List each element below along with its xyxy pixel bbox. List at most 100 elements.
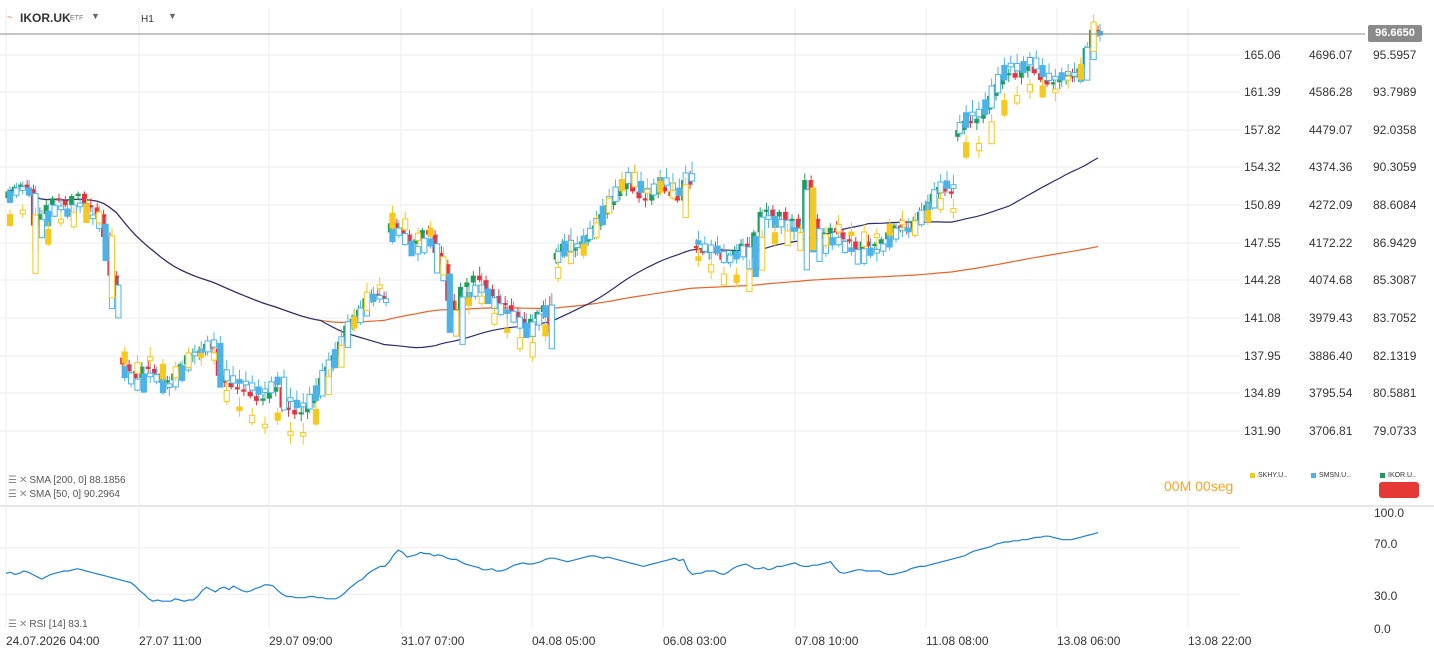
smsn-candle-body: [905, 227, 912, 233]
ikor-candle-body: [661, 186, 668, 192]
skhy-candle-body: [312, 408, 320, 425]
smsn-candle-body: [676, 187, 683, 196]
smsn-candle-body: [561, 240, 568, 257]
y-tick-label: 134.89: [1244, 386, 1281, 400]
close-icon[interactable]: ✕: [18, 619, 28, 630]
x-tick-label: 11.08 08:00: [926, 634, 989, 648]
ikor-candle-body: [406, 234, 413, 244]
settings-icon[interactable]: ☰: [8, 489, 17, 500]
smsn-candle-body: [179, 365, 186, 381]
smsn-candle-body: [918, 209, 925, 226]
smsn-candle-body: [268, 381, 275, 394]
smsn-candle-body: [217, 342, 224, 388]
y-tick-label: 90.3059: [1373, 160, 1417, 174]
ikor-candle-body: [88, 205, 94, 208]
smsn-candle-body: [408, 240, 415, 257]
skhy-candle-body: [771, 232, 779, 245]
smsn-candle-body: [472, 284, 479, 297]
skhy-candle-body: [746, 269, 753, 293]
countdown-min-unit: M: [1179, 478, 1192, 494]
ikor-candle-body: [974, 118, 980, 124]
ikor-candle-body: [649, 193, 655, 201]
smsn-candle-body: [446, 273, 453, 333]
settings-icon[interactable]: ☰: [8, 619, 17, 630]
indicator-sma50[interactable]: ☰ ✕ SMA [50, 0] 90.2964: [8, 489, 120, 500]
ikor-candle-body: [840, 232, 846, 240]
legend-ikor[interactable]: IKOR.U..: [1380, 472, 1416, 479]
ikor-candle-body: [623, 182, 629, 190]
smsn-candle-body: [695, 240, 702, 245]
ikor-candle-body: [865, 241, 872, 247]
smsn-candle-body: [816, 228, 823, 263]
smsn-candle-body: [1007, 62, 1014, 68]
y-tick-label: 3886.40: [1309, 349, 1353, 363]
smsn-candle-body: [854, 249, 861, 265]
x-tick-label: 27.07 11:00: [139, 634, 202, 648]
ikor-candle-body: [145, 366, 151, 369]
legend-label: IKOR.U..: [1388, 472, 1417, 479]
smsn-candle-body: [586, 227, 594, 240]
smsn-candle-body: [89, 214, 96, 220]
skhy-candle-body: [287, 431, 294, 436]
indicator-rsi[interactable]: ☰ ✕ RSI [14] 83.1: [8, 619, 88, 630]
skhy-candle-body: [644, 189, 651, 194]
ikor-candle-body: [1050, 82, 1056, 85]
skhy-candle-body: [669, 190, 677, 199]
skhy-candle-body: [937, 197, 944, 210]
symbol-dropdown-icon[interactable]: ▼: [91, 11, 100, 21]
symbol-mark-icon: ~: [7, 12, 13, 22]
timeframe-dropdown-icon[interactable]: ▼: [168, 11, 177, 21]
ikor-candle-body: [247, 391, 253, 397]
skhy-candle-body: [835, 224, 842, 233]
ikor-candle-body: [234, 387, 241, 390]
smsn-candle-body: [637, 180, 645, 193]
ikor-candle-body: [81, 193, 88, 206]
smsn-candle-body: [861, 248, 868, 264]
y-tick-label: 4074.68: [1309, 273, 1353, 287]
legend-swatch: [1380, 473, 1385, 478]
ikor-candle-body: [1044, 79, 1050, 85]
ikor-candle-body: [164, 380, 170, 383]
x-tick-label: 13.08 22:00: [1188, 634, 1252, 648]
skhy-candle-body: [45, 228, 52, 245]
smsn-candle-body: [1033, 57, 1040, 70]
symbol-name[interactable]: IKOR.UK: [20, 11, 71, 25]
smsn-candle-body: [994, 74, 1002, 94]
smsn-candle-body: [790, 227, 798, 232]
y-tick-label: 95.5957: [1373, 48, 1417, 62]
ikor-candle-body: [394, 223, 400, 228]
indicator-sma200-label: SMA [200, 0] 88.1856: [29, 475, 126, 486]
smsn-candle-body: [312, 385, 320, 401]
ikor-candle-body: [62, 200, 68, 206]
ikor-candle-body: [827, 227, 833, 233]
smsn-candle-body: [395, 227, 402, 236]
y-tick-label: 137.95: [1244, 349, 1281, 363]
rsi-tick-label: 70.0: [1374, 537, 1398, 551]
ikor-candle-body: [846, 239, 853, 242]
smsn-candle-body: [650, 183, 657, 196]
smsn-candle-body: [77, 202, 84, 208]
ikor-candle-body: [502, 302, 508, 306]
skhy-candle-body: [988, 121, 995, 145]
close-icon[interactable]: ✕: [18, 475, 28, 486]
settings-icon[interactable]: ☰: [8, 475, 17, 486]
smsn-candle-body: [414, 246, 422, 255]
legend-smsn[interactable]: SMSN.U..: [1311, 472, 1350, 479]
skhy-candle-body: [1065, 76, 1072, 81]
smsn-candle-body: [867, 247, 874, 256]
smsn-candle-body: [344, 321, 351, 348]
skhy-candle-body: [1014, 95, 1021, 104]
smsn-candle-body: [376, 294, 383, 300]
ikor-candle-body: [1025, 66, 1031, 71]
ikor-candle-body: [75, 193, 81, 196]
skhy-candle-body: [172, 366, 179, 379]
skhy-candle-body: [1039, 85, 1046, 98]
sell-button[interactable]: [1379, 482, 1419, 498]
skhy-candle-body: [529, 341, 536, 358]
timeframe-selector[interactable]: H1: [141, 14, 154, 25]
smsn-candle-body: [969, 111, 976, 117]
legend-skhy[interactable]: SKHY.U..: [1250, 472, 1287, 479]
close-icon[interactable]: ✕: [18, 489, 28, 500]
indicator-sma200[interactable]: ☰ ✕ SMA [200, 0] 88.1856: [8, 475, 126, 486]
